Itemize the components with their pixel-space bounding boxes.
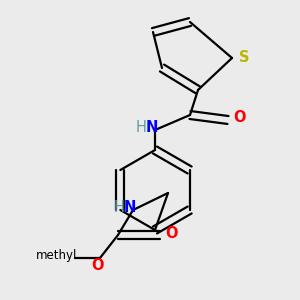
- Text: O: O: [92, 259, 104, 274]
- Text: O: O: [166, 226, 178, 241]
- Text: O: O: [234, 110, 246, 125]
- Text: methyl: methyl: [36, 250, 78, 262]
- Text: H: H: [136, 121, 146, 136]
- Text: H: H: [114, 200, 124, 215]
- Text: N: N: [124, 200, 136, 215]
- Text: N: N: [146, 121, 158, 136]
- Text: S: S: [239, 50, 249, 65]
